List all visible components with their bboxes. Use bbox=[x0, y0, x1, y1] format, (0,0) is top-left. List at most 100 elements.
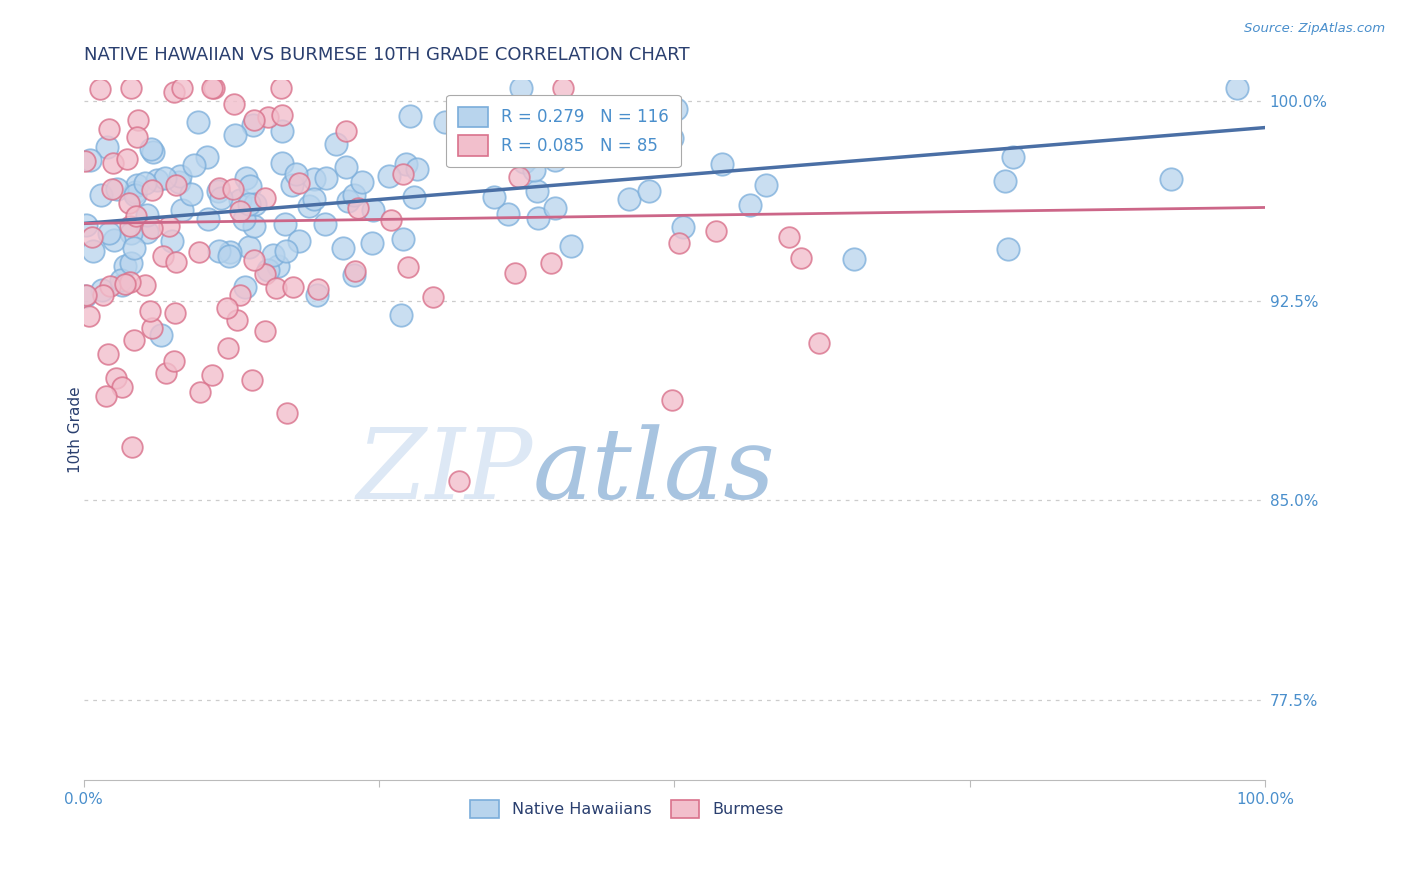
Point bbox=[240, 373, 263, 387]
Point bbox=[668, 236, 690, 251]
Point bbox=[302, 172, 325, 186]
Point bbox=[298, 199, 321, 213]
Point bbox=[103, 233, 125, 247]
Point bbox=[347, 202, 370, 216]
Point bbox=[152, 249, 174, 263]
Point bbox=[389, 308, 412, 322]
Point bbox=[135, 208, 157, 222]
Point bbox=[519, 150, 541, 164]
Point bbox=[513, 154, 536, 169]
Point bbox=[114, 259, 136, 273]
Point bbox=[172, 203, 194, 218]
Point bbox=[398, 109, 420, 123]
Point bbox=[510, 80, 533, 95]
Point bbox=[238, 197, 260, 211]
Point bbox=[120, 80, 142, 95]
Text: NATIVE HAWAIIAN VS BURMESE 10TH GRADE CORRELATION CHART: NATIVE HAWAIIAN VS BURMESE 10TH GRADE CO… bbox=[83, 46, 689, 64]
Point bbox=[378, 169, 401, 184]
Point bbox=[274, 217, 297, 231]
Point bbox=[183, 158, 205, 172]
Point bbox=[124, 186, 146, 200]
Point bbox=[229, 193, 252, 207]
Point bbox=[233, 280, 256, 294]
Point bbox=[392, 232, 415, 246]
Point bbox=[118, 275, 141, 289]
Text: Source: ZipAtlas.com: Source: ZipAtlas.com bbox=[1244, 22, 1385, 36]
Point bbox=[134, 277, 156, 292]
Point bbox=[111, 380, 134, 394]
Point bbox=[447, 474, 470, 488]
Point bbox=[463, 136, 485, 151]
Point bbox=[343, 264, 366, 278]
Point bbox=[89, 82, 111, 96]
Point bbox=[75, 219, 97, 233]
Point bbox=[281, 280, 304, 294]
Point bbox=[672, 219, 695, 234]
Point bbox=[314, 217, 336, 231]
Point bbox=[172, 80, 194, 95]
Point bbox=[242, 118, 264, 132]
Point bbox=[664, 102, 686, 116]
Point bbox=[125, 209, 148, 223]
Point bbox=[523, 163, 546, 178]
Point bbox=[270, 123, 292, 137]
Point bbox=[224, 128, 246, 142]
Point bbox=[1160, 171, 1182, 186]
Point bbox=[139, 303, 162, 318]
Point bbox=[209, 191, 232, 205]
Point bbox=[396, 260, 419, 275]
Point bbox=[97, 122, 120, 136]
Point bbox=[336, 194, 359, 208]
Point bbox=[238, 240, 260, 254]
Point bbox=[551, 80, 574, 95]
Point bbox=[661, 392, 683, 407]
Point bbox=[496, 206, 519, 220]
Point bbox=[638, 184, 661, 198]
Point bbox=[114, 277, 136, 291]
Point bbox=[710, 157, 733, 171]
Point bbox=[704, 224, 727, 238]
Point bbox=[77, 309, 100, 323]
Point bbox=[617, 192, 640, 206]
Point bbox=[208, 244, 231, 258]
Point bbox=[239, 179, 262, 194]
Point bbox=[494, 145, 516, 160]
Point bbox=[222, 182, 245, 196]
Point bbox=[165, 306, 187, 320]
Point bbox=[98, 279, 121, 293]
Point bbox=[738, 198, 761, 212]
Point bbox=[141, 220, 163, 235]
Point bbox=[104, 371, 127, 385]
Point bbox=[1001, 151, 1024, 165]
Point bbox=[96, 347, 118, 361]
Point bbox=[544, 201, 567, 215]
Point bbox=[540, 256, 562, 270]
Point bbox=[465, 128, 488, 143]
Point bbox=[243, 197, 266, 211]
Point bbox=[661, 131, 683, 145]
Point bbox=[224, 97, 246, 112]
Point bbox=[111, 277, 134, 292]
Point bbox=[141, 141, 163, 155]
Point bbox=[149, 327, 172, 342]
Point bbox=[229, 288, 252, 302]
Point bbox=[402, 190, 425, 204]
Point bbox=[105, 182, 128, 196]
Point bbox=[217, 301, 239, 315]
Point bbox=[217, 341, 239, 355]
Point bbox=[332, 241, 354, 255]
Point bbox=[163, 354, 186, 368]
Point bbox=[434, 115, 457, 129]
Point bbox=[789, 251, 811, 265]
Y-axis label: 10th Grade: 10th Grade bbox=[67, 386, 83, 473]
Point bbox=[997, 242, 1019, 256]
Point bbox=[325, 137, 347, 152]
Point bbox=[392, 167, 415, 181]
Point bbox=[197, 212, 219, 227]
Point bbox=[271, 108, 294, 122]
Point bbox=[201, 368, 224, 383]
Point bbox=[90, 188, 112, 202]
Point bbox=[524, 138, 547, 153]
Point bbox=[315, 170, 337, 185]
Point bbox=[155, 367, 177, 381]
